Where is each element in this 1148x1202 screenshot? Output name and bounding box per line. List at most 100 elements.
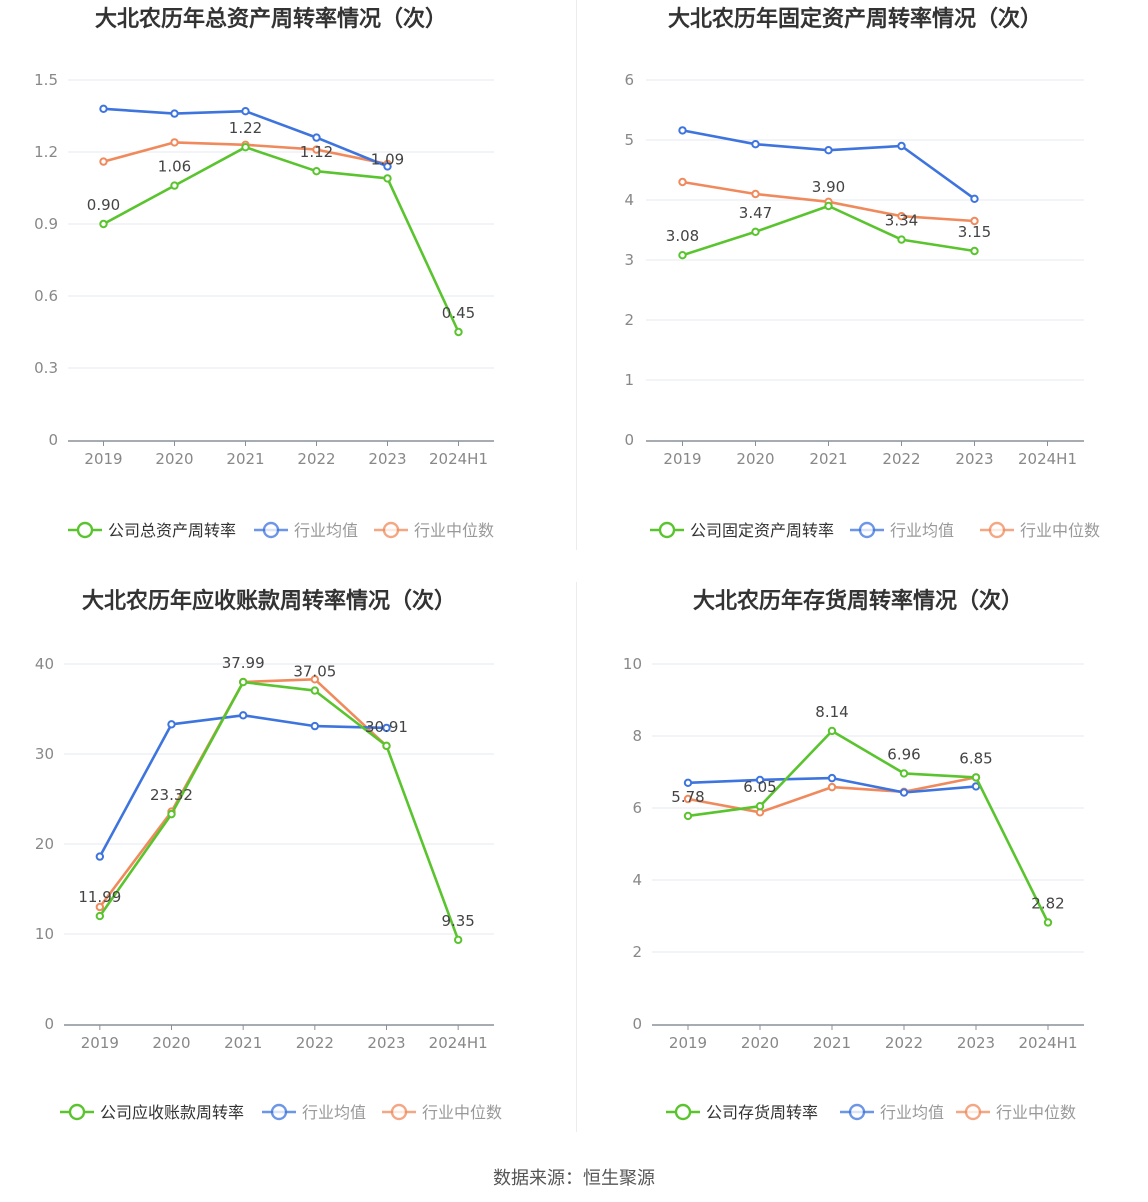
y-tick-label: 4 xyxy=(632,871,642,889)
legend-item-avg[interactable]: 行业均值 xyxy=(840,1103,944,1122)
chart-inventory-turnover: 大北农历年存货周转率情况（次） 0 2 4 6 8 10 2019 2020 2021 2022 20… xyxy=(578,582,1148,1162)
legend-marker-icon xyxy=(964,1103,982,1121)
data-label: 23.32 xyxy=(150,786,193,804)
legend-marker-icon xyxy=(382,521,400,539)
data-point-company xyxy=(824,201,833,211)
chart-title: 大北农历年固定资产周转率情况（次） xyxy=(668,6,1042,32)
legend-item-median[interactable]: 行业中位数 xyxy=(956,1103,1076,1122)
legend-item-avg[interactable]: 行业均值 xyxy=(850,521,954,540)
data-point-median xyxy=(170,138,179,147)
data-label: 3.15 xyxy=(958,223,991,241)
chart-svg: 大北农历年总资产周转率情况（次） 0 0.3 0.6 0.9 1.2 1.5 2019 2020… xyxy=(34,6,494,540)
data-label: 5.78 xyxy=(671,788,704,806)
data-point-median xyxy=(751,189,760,199)
x-tick-label: 2024H1 xyxy=(429,450,488,468)
legend-item-company[interactable]: 公司固定资产周转率 xyxy=(650,521,834,540)
data-point-company xyxy=(382,741,391,751)
legend-label: 公司存货周转率 xyxy=(706,1103,818,1122)
x-tick-label: 2023 xyxy=(957,1034,995,1052)
x-tick-label: 2020 xyxy=(152,1034,190,1052)
data-point-avg xyxy=(683,778,693,788)
legend-marker-icon xyxy=(76,521,94,539)
x-tick-label: 2024H1 xyxy=(429,1034,488,1052)
y-tick-label: 0.9 xyxy=(34,215,58,233)
x-tick-label: 2021 xyxy=(809,450,847,468)
legend-marker-icon xyxy=(658,521,676,539)
data-label: 1.06 xyxy=(158,158,191,176)
data-label: 3.08 xyxy=(666,227,699,245)
y-tick-label: 0 xyxy=(624,431,634,449)
y-tick-label: 10 xyxy=(35,925,54,943)
legend-label: 行业中位数 xyxy=(996,1103,1076,1122)
data-label: 6.05 xyxy=(743,778,776,796)
y-tick-label: 6 xyxy=(624,71,634,89)
series-line-company xyxy=(98,680,460,941)
y-tick-label: 30 xyxy=(35,745,54,763)
legend-item-median[interactable]: 行业中位数 xyxy=(374,521,494,540)
legend-item-avg[interactable]: 行业均值 xyxy=(254,521,358,540)
data-point-median xyxy=(95,902,105,912)
series-line-company xyxy=(682,204,975,257)
series-line-avg xyxy=(103,107,388,168)
y-tick-label: 40 xyxy=(35,655,54,673)
data-point-avg xyxy=(382,723,391,733)
data-point-company xyxy=(1043,918,1053,927)
data-point-avg xyxy=(167,720,176,729)
data-point-company xyxy=(170,181,179,190)
data-point-avg xyxy=(970,194,979,204)
data-point-company xyxy=(970,246,979,256)
legend-item-company[interactable]: 公司存货周转率 xyxy=(666,1103,818,1122)
y-tick-label: 0.3 xyxy=(34,359,58,377)
legend-marker-icon xyxy=(858,521,876,539)
legend-label: 行业中位数 xyxy=(414,521,494,540)
legend-marker-icon xyxy=(262,521,280,539)
data-point-company xyxy=(99,219,108,229)
data-point-median xyxy=(312,145,321,154)
x-tick-label: 2020 xyxy=(155,450,193,468)
data-point-avg xyxy=(383,162,392,171)
chart-receivables-turnover: 大北农历年应收账款周转率情况（次） 0 10 20 30 40 2019 2020 2021 20… xyxy=(0,582,574,1162)
chart-svg: 大北农历年应收账款周转率情况（次） 0 10 20 30 40 2019 2020 2021 20… xyxy=(35,588,502,1122)
legend-marker-icon xyxy=(674,1103,692,1121)
x-tick-label: 2019 xyxy=(84,450,122,468)
data-point-median xyxy=(678,177,687,187)
data-label: 0.90 xyxy=(87,196,120,214)
data-point-company xyxy=(755,802,765,811)
legend-item-company[interactable]: 公司总资产周转率 xyxy=(68,521,236,540)
legend-item-median[interactable]: 行业中位数 xyxy=(382,1103,502,1122)
data-point-avg xyxy=(824,146,833,155)
x-tick-label: 2020 xyxy=(741,1034,779,1052)
legend-item-avg[interactable]: 行业均值 xyxy=(262,1103,366,1122)
legend-marker-icon xyxy=(270,1103,288,1121)
data-point-median xyxy=(683,794,693,804)
data-point-company xyxy=(899,769,909,778)
data-point-company xyxy=(751,227,760,237)
x-tick-label: 2022 xyxy=(296,1034,334,1052)
y-tick-label: 1.2 xyxy=(34,143,58,161)
data-point-avg xyxy=(241,107,250,116)
chart-title: 大北农历年存货周转率情况（次） xyxy=(693,588,1023,614)
x-tick-label: 2023 xyxy=(367,1034,405,1052)
x-tick-label: 2022 xyxy=(882,450,920,468)
data-label: 11.99 xyxy=(78,888,121,906)
data-point-company xyxy=(167,809,176,819)
data-point-company xyxy=(897,235,906,244)
legend-label: 公司应收账款周转率 xyxy=(100,1103,244,1122)
y-tick-label: 10 xyxy=(623,655,642,673)
legend-label: 行业均值 xyxy=(880,1103,944,1122)
x-tick-label: 2022 xyxy=(885,1034,923,1052)
legend-marker-icon xyxy=(390,1103,408,1121)
legend-item-company[interactable]: 公司应收账款周转率 xyxy=(60,1103,244,1122)
data-point-company xyxy=(312,167,321,176)
x-tick-label: 2021 xyxy=(226,450,264,468)
data-point-company xyxy=(238,677,248,687)
x-tick-label: 2023 xyxy=(368,450,406,468)
data-point-avg xyxy=(897,141,906,151)
x-tick-label: 2023 xyxy=(955,450,993,468)
vertical-divider-top xyxy=(576,0,577,550)
y-tick-label: 5 xyxy=(624,131,634,149)
x-tick-label: 2021 xyxy=(224,1034,262,1052)
data-point-median xyxy=(99,157,108,166)
data-label: 3.34 xyxy=(885,212,918,230)
legend-item-median[interactable]: 行业中位数 xyxy=(980,521,1100,540)
